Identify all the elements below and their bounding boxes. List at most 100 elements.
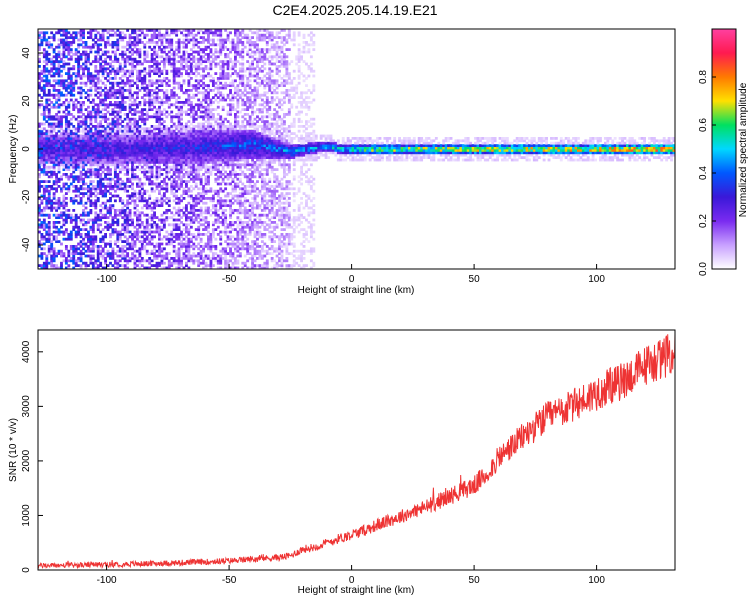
heatmap-cell <box>204 29 208 32</box>
heatmap-cell <box>128 259 132 263</box>
heatmap-cell <box>158 228 161 231</box>
heatmap-cell <box>211 151 215 155</box>
heatmap-cell <box>224 74 228 78</box>
heatmap-cell <box>116 134 120 138</box>
heatmap-cell <box>204 168 208 171</box>
heatmap-cell <box>87 137 90 140</box>
heatmap-cell <box>91 105 95 109</box>
heatmap-cell <box>185 257 188 260</box>
heatmap-cell <box>99 237 103 241</box>
heatmap-cell <box>55 122 58 126</box>
heatmap-cell <box>104 113 107 116</box>
heatmap-cell <box>148 266 152 270</box>
heatmap-cell <box>172 177 176 181</box>
heatmap-cell <box>45 31 49 35</box>
heatmap-cell <box>79 29 83 32</box>
heatmap-cell <box>145 158 149 162</box>
heatmap-cell <box>199 105 203 109</box>
heatmap-cell <box>47 129 51 133</box>
heatmap-cell <box>165 163 169 167</box>
heatmap-cell <box>189 245 193 248</box>
heatmap-cell <box>216 161 220 164</box>
heatmap-cell <box>101 153 105 157</box>
heatmap-cell <box>106 110 110 114</box>
heatmap-cell <box>150 151 154 155</box>
heatmap-cell <box>67 122 71 126</box>
heatmap-cell <box>109 185 112 188</box>
heatmap-cell <box>52 247 56 251</box>
heatmap-cell <box>150 36 154 39</box>
heatmap-cell <box>148 45 152 49</box>
heatmap-cell <box>79 218 83 222</box>
heatmap-cell <box>84 91 88 95</box>
heatmap-cell <box>64 33 68 37</box>
heatmap-cell <box>40 254 44 258</box>
heatmap-cell <box>172 182 176 186</box>
heatmap-cell <box>167 129 171 133</box>
heatmap-cell <box>199 218 203 222</box>
heatmap-cell <box>226 48 230 51</box>
heatmap-cell <box>199 134 203 138</box>
heatmap-cell <box>182 125 186 128</box>
heatmap-cell <box>211 228 215 231</box>
heatmap-cell <box>153 161 156 164</box>
heatmap-cell <box>104 156 107 159</box>
heatmap-cell <box>194 216 198 219</box>
heatmap-cell <box>214 57 218 61</box>
heatmap-cell <box>91 110 95 114</box>
heatmap-cell <box>170 48 174 51</box>
heatmap-cell <box>55 115 58 119</box>
heatmap-cell <box>113 228 117 231</box>
heatmap-cell <box>57 185 61 188</box>
heatmap-cell <box>140 86 144 90</box>
heatmap-cell <box>96 38 100 42</box>
heatmap-cell <box>101 108 105 111</box>
heatmap-cell <box>87 127 90 131</box>
heatmap-cell <box>123 137 127 140</box>
heatmap-cell <box>211 139 215 143</box>
heatmap-cell <box>106 132 110 135</box>
heatmap-cell <box>42 137 46 140</box>
heatmap-cell <box>165 230 169 234</box>
heatmap-cell <box>231 177 235 181</box>
heatmap-cell <box>47 141 51 145</box>
heatmap-cell <box>153 264 156 267</box>
heatmap-cell <box>167 153 171 157</box>
heatmap-cell <box>226 36 230 39</box>
heatmap-cell <box>82 261 85 265</box>
heatmap-cell <box>177 158 181 162</box>
heatmap-cell <box>165 137 169 140</box>
heatmap-cell <box>116 149 120 152</box>
heatmap-cell <box>67 43 71 47</box>
heatmap-cell <box>197 233 201 236</box>
heatmap-cell <box>155 86 159 90</box>
heatmap-cell <box>214 252 218 255</box>
heatmap-cell <box>64 115 68 119</box>
heatmap-cell <box>111 194 115 198</box>
heatmap-cell <box>45 115 49 119</box>
heatmap-cell <box>207 189 210 193</box>
heatmap-cell <box>123 146 127 150</box>
heatmap-cell <box>162 57 166 61</box>
heatmap-cell <box>57 153 61 157</box>
heatmap-cell <box>82 242 85 246</box>
heatmap-cell <box>194 79 198 83</box>
heatmap-cell <box>42 105 46 109</box>
heatmap-cell <box>118 53 122 56</box>
heatmap-cell <box>229 156 232 159</box>
heatmap-cell <box>167 264 171 267</box>
heatmap-cell <box>167 144 171 147</box>
heatmap-cell <box>226 242 230 246</box>
heatmap-cell <box>111 161 115 164</box>
heatmap-cell <box>133 36 137 39</box>
heatmap-cell <box>199 129 203 133</box>
heatmap-cell <box>175 98 179 102</box>
heatmap-cell <box>126 115 130 119</box>
heatmap-cell <box>101 216 105 219</box>
heatmap-cell <box>128 213 132 217</box>
heatmap-cell <box>170 230 174 234</box>
heatmap-cell <box>145 206 149 210</box>
heatmap-cell <box>143 57 147 61</box>
heatmap-cell <box>47 249 51 253</box>
heatmap-cell <box>136 36 139 39</box>
